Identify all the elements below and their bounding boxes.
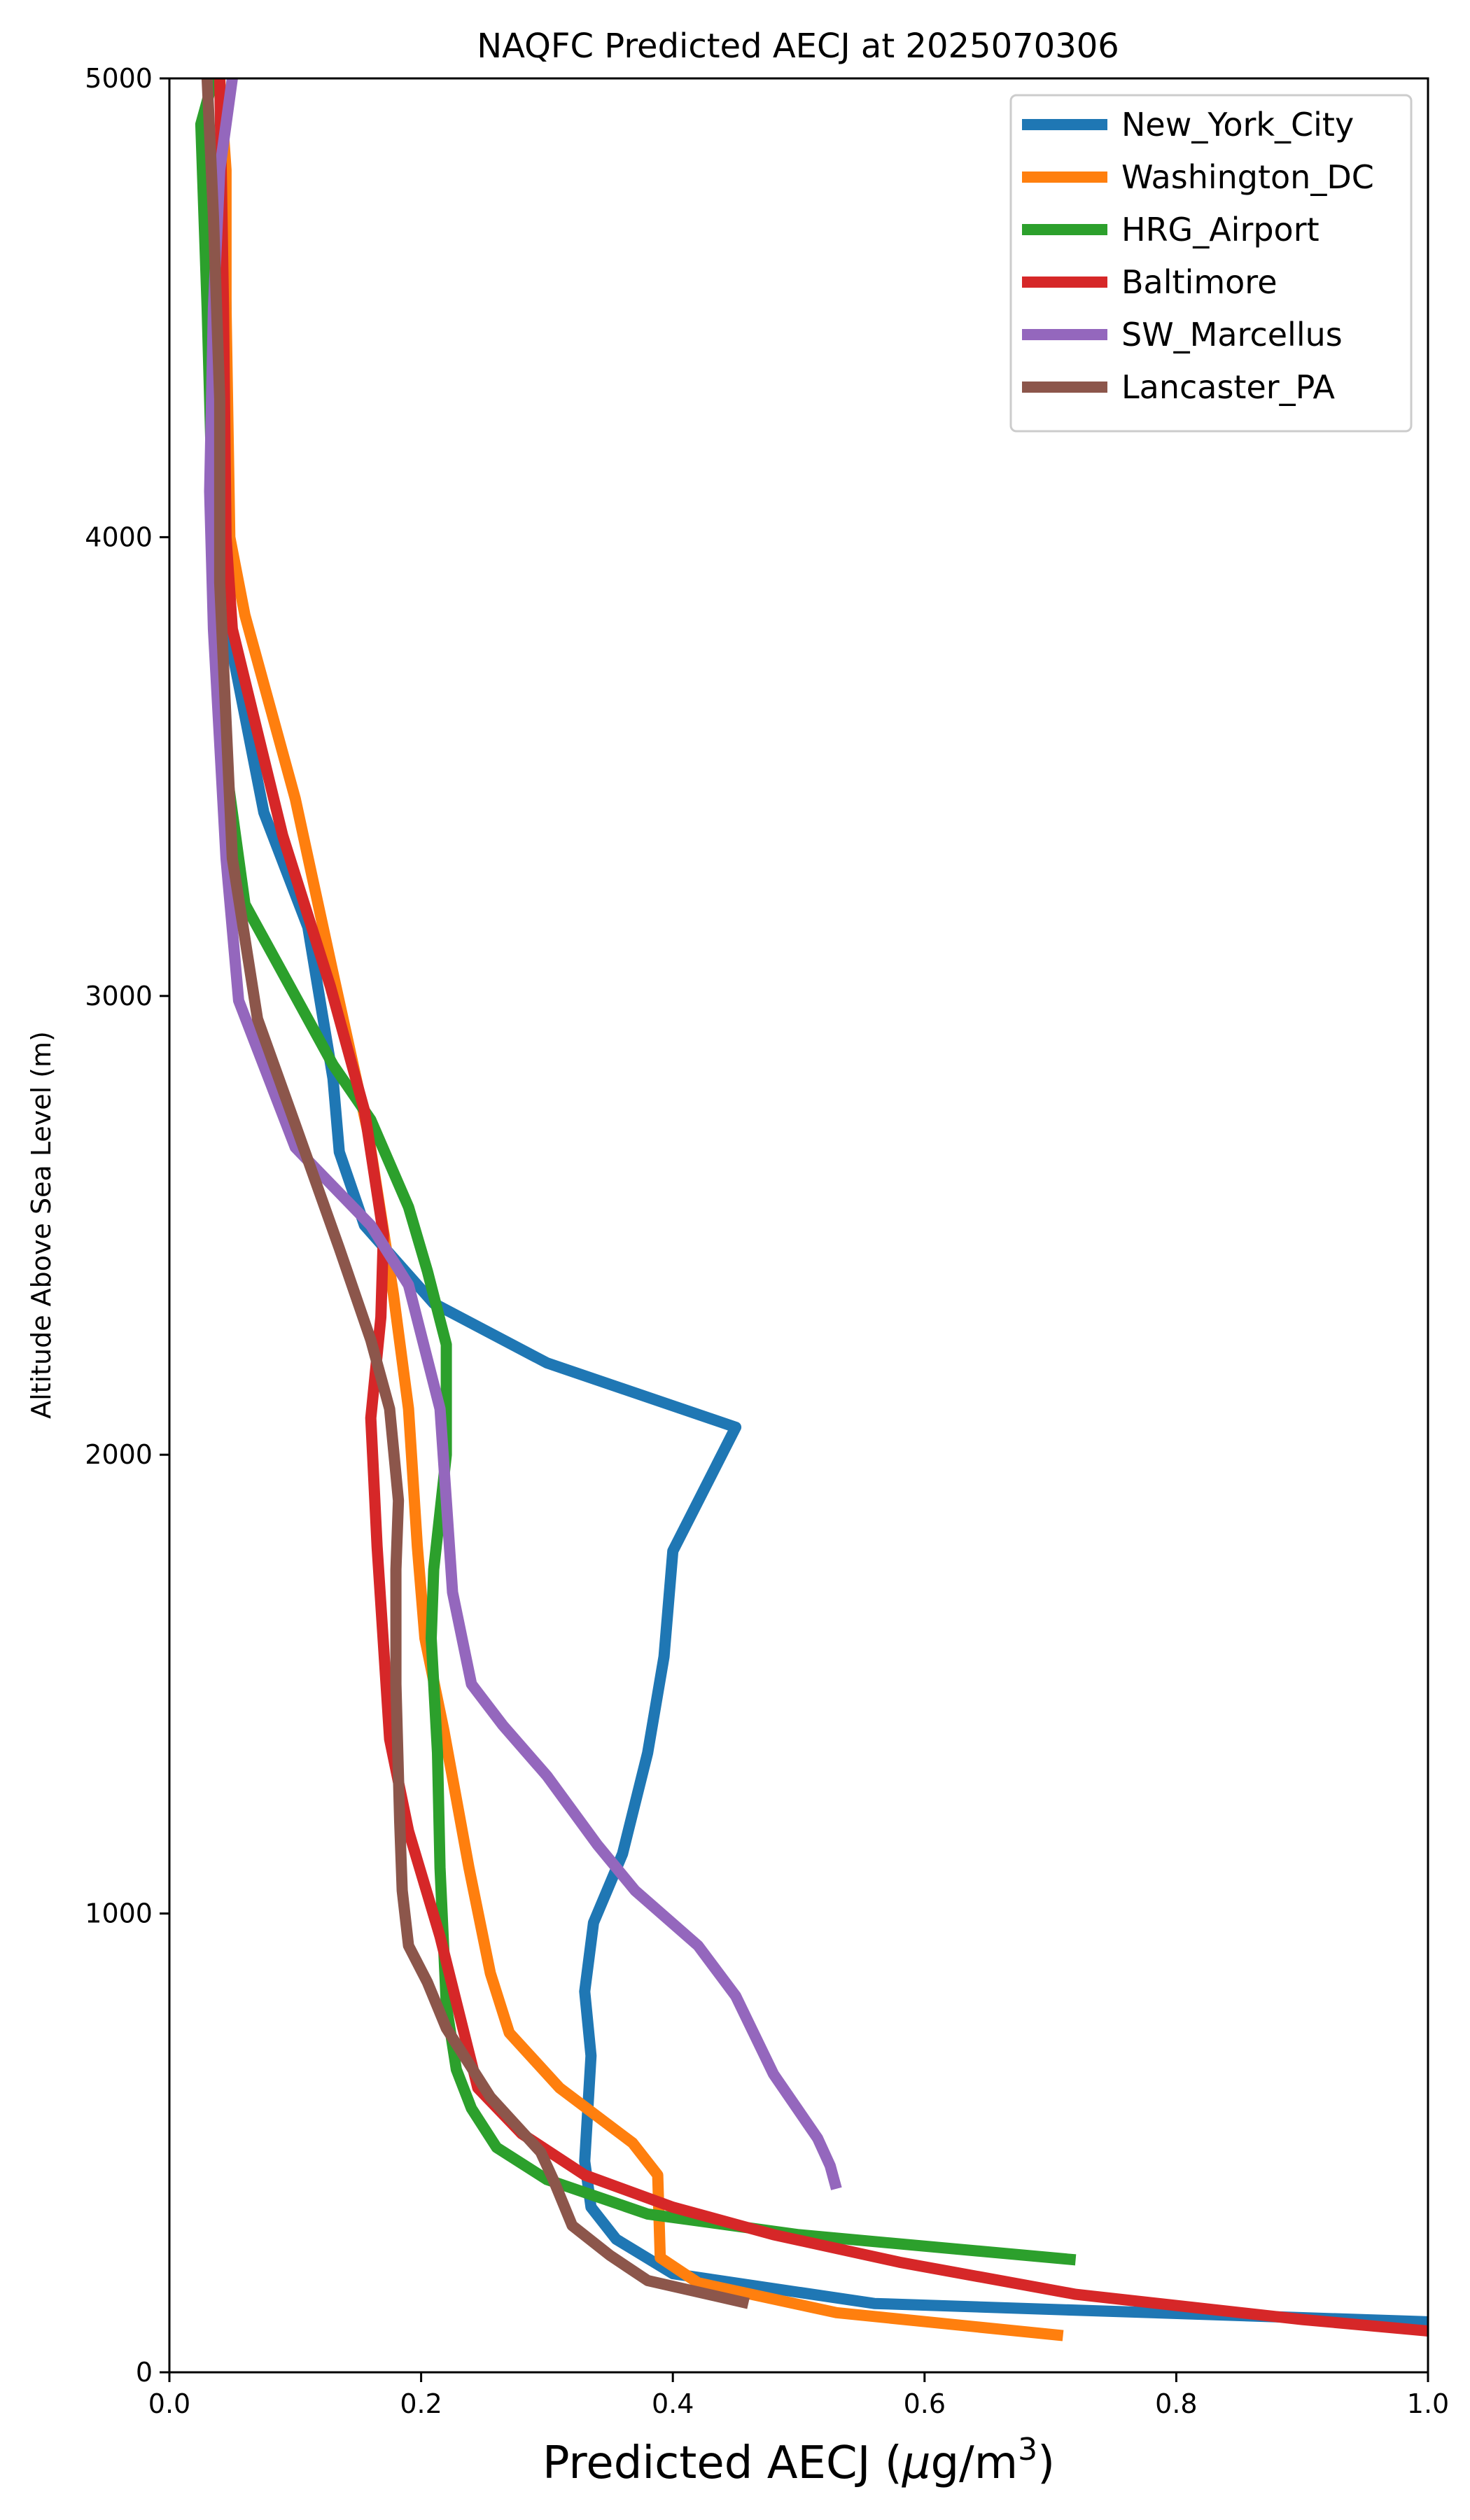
y-tick-label: 5000 — [85, 63, 153, 94]
x-tick-label: 0.0 — [148, 2388, 190, 2419]
series-line-sw-marcellus — [204, 78, 842, 2190]
x-axis: 0.0 0.2 0.4 0.6 0.8 1.0 — [148, 2372, 1449, 2419]
series-layer — [195, 78, 1428, 2342]
x-tick-label: 0.8 — [1155, 2388, 1197, 2419]
legend-label-washington-dc: Washington_DC — [1121, 158, 1374, 196]
legend-label-sw-marcellus: SW_Marcellus — [1121, 316, 1343, 354]
series-line-lancaster-pa — [201, 78, 750, 2309]
plot-area — [195, 78, 1428, 2342]
y-tick-label: 0 — [136, 2357, 153, 2388]
legend-label-hrg-airport: HRG_Airport — [1121, 211, 1320, 248]
x-tick-label: 0.4 — [652, 2388, 694, 2419]
y-tick-label: 4000 — [85, 522, 153, 552]
legend-label-new-york-city: New_York_City — [1121, 106, 1354, 144]
x-axis-label-mu: μ — [902, 2437, 931, 2489]
x-tick-label: 0.2 — [400, 2388, 442, 2419]
y-tick-label: 1000 — [85, 1898, 153, 1929]
series-line-new-york-city — [214, 78, 1428, 2328]
x-axis-label-superscript: 3 — [1018, 2432, 1037, 2468]
x-axis-label-close: ) — [1037, 2437, 1055, 2489]
chart-title: NAQFC Predicted AECJ at 2025070306 — [477, 27, 1119, 66]
x-axis-label-main: Predicted AECJ ( — [542, 2437, 902, 2489]
y-tick-label: 2000 — [85, 1439, 153, 1470]
legend: New_York_City Washington_DC HRG_Airport Bal… — [1009, 94, 1413, 433]
x-tick-label: 1.0 — [1407, 2388, 1449, 2419]
legend-label-baltimore: Baltimore — [1121, 263, 1278, 301]
x-axis-label-unit: g/m — [931, 2437, 1018, 2489]
legend-label-lancaster-pa: Lancaster_PA — [1121, 368, 1335, 406]
y-axis: 0 1000 2000 3000 4000 5000 — [85, 63, 169, 2388]
x-axis-label: Predicted AECJ (μg/m3) — [542, 2432, 1055, 2489]
plot-frame — [168, 77, 1429, 2374]
legend-box — [1009, 94, 1413, 433]
y-axis-label: Altitude Above Sea Level (m) — [26, 1031, 57, 1419]
x-tick-label: 0.6 — [904, 2388, 946, 2419]
y-tick-label: 3000 — [85, 981, 153, 1011]
